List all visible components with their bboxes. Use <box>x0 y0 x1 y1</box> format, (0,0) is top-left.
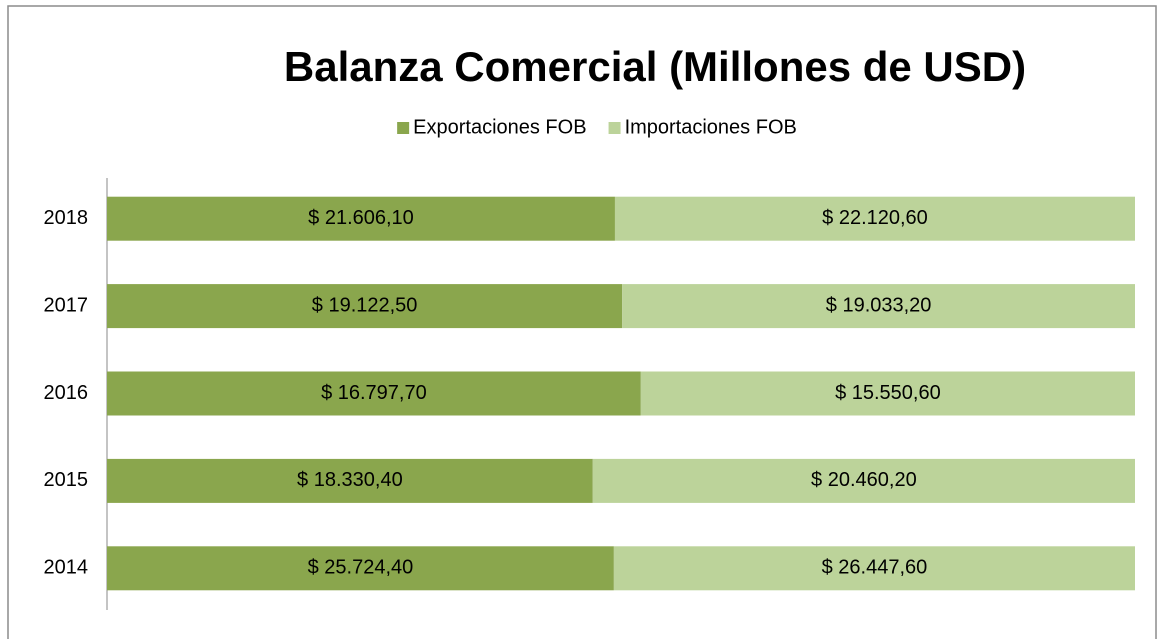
legend-label: Importaciones FOB <box>625 116 797 138</box>
y-tick-label: 2014 <box>44 557 89 579</box>
data-label: $ 25.724,40 <box>308 557 414 579</box>
legend-marker <box>397 122 410 134</box>
data-label: $ 26.447,60 <box>822 557 928 579</box>
y-tick-label: 2016 <box>44 382 89 404</box>
bar-segment <box>592 458 1135 503</box>
y-tick-label: 2017 <box>44 294 89 316</box>
bar-segment <box>107 284 623 329</box>
data-label: $ 22.120,60 <box>822 207 928 229</box>
bar-segment <box>613 546 1135 591</box>
y-tick-label: 2015 <box>44 469 89 491</box>
bar-segment <box>107 458 593 503</box>
data-label: $ 20.460,20 <box>811 469 917 491</box>
bar-segment <box>614 196 1135 241</box>
bar-segment <box>640 371 1135 416</box>
bar-segment <box>107 196 615 241</box>
data-label: $ 15.550,60 <box>835 382 941 404</box>
data-label: $ 16.797,70 <box>321 382 427 404</box>
bar-segment <box>107 371 641 416</box>
data-label: $ 19.122,50 <box>312 294 418 316</box>
bar-segment <box>107 546 614 591</box>
data-label: $ 18.330,40 <box>297 469 403 491</box>
data-label: $ 21.606,10 <box>308 207 414 229</box>
chart-title: Balanza Comercial (Millones de USD) <box>284 43 1026 90</box>
legend-label: Exportaciones FOB <box>413 116 586 138</box>
y-tick-label: 2018 <box>44 207 89 229</box>
data-label: $ 19.033,20 <box>826 294 932 316</box>
legend-marker <box>608 122 621 134</box>
bar-segment <box>622 284 1135 329</box>
